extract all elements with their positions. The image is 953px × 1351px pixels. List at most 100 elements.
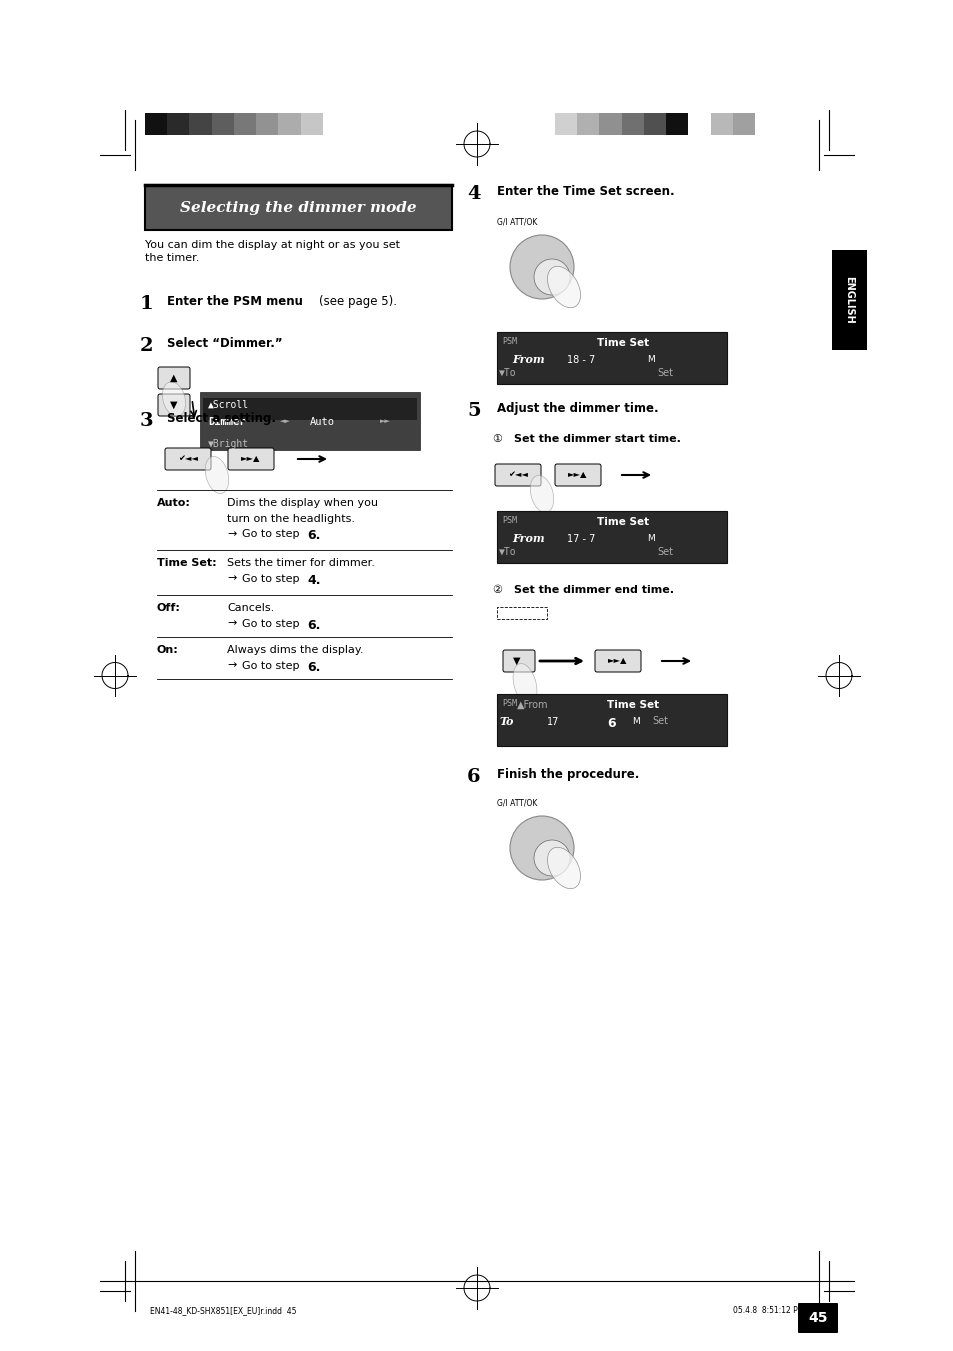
Text: 6: 6 [467, 767, 480, 786]
Bar [643, 113, 665, 135]
Bar [621, 113, 643, 135]
Text: 1: 1 [140, 295, 153, 313]
Text: Always dims the display.: Always dims the display. [227, 644, 363, 655]
Text: Set: Set [651, 716, 667, 725]
Text: ▼: ▼ [513, 657, 520, 666]
Text: PSM: PSM [501, 336, 517, 346]
Text: Go to step: Go to step [242, 574, 303, 584]
Bar [831, 250, 866, 350]
Text: Enter the PSM menu: Enter the PSM menu [167, 295, 307, 308]
Text: 4: 4 [467, 185, 480, 203]
Text: (see page 5).: (see page 5). [318, 295, 396, 308]
Bar [577, 113, 598, 135]
Text: To: To [498, 716, 513, 727]
Text: Set the dimmer end time.: Set the dimmer end time. [514, 585, 673, 594]
Text: On:: On: [157, 644, 178, 655]
Bar [300, 113, 322, 135]
Bar [190, 113, 212, 135]
Text: ►►▲: ►►▲ [608, 657, 627, 666]
Bar [665, 113, 688, 135]
Text: From: From [512, 534, 544, 544]
Bar [688, 113, 710, 135]
Bar [497, 332, 726, 384]
Text: 6.: 6. [307, 619, 320, 631]
Bar [598, 113, 621, 135]
Text: G/I ATT/OK: G/I ATT/OK [497, 798, 537, 807]
Circle shape [534, 259, 569, 295]
Bar [212, 113, 233, 135]
Text: ②: ② [492, 585, 501, 594]
Text: Enter the Time Set screen.: Enter the Time Set screen. [497, 185, 674, 199]
Text: ►►▲: ►►▲ [241, 454, 260, 463]
Text: ▲: ▲ [170, 373, 177, 382]
Text: You can dim the display at night or as you set
the timer.: You can dim the display at night or as y… [145, 240, 399, 263]
Text: Set: Set [657, 547, 672, 557]
Text: 6.: 6. [307, 530, 320, 542]
Text: Dimmer: Dimmer [208, 417, 245, 427]
FancyBboxPatch shape [502, 650, 535, 671]
Text: EN41-48_KD-SHX851[EX_EU]r.indd  45: EN41-48_KD-SHX851[EX_EU]r.indd 45 [150, 1306, 296, 1315]
Text: 17: 17 [546, 717, 558, 727]
Text: Selecting the dimmer mode: Selecting the dimmer mode [180, 200, 416, 215]
Text: Time Set: Time Set [597, 338, 648, 349]
Text: Go to step: Go to step [242, 619, 303, 628]
Text: M: M [646, 534, 654, 543]
Text: 05.4.8  8:51:12 PM: 05.4.8 8:51:12 PM [732, 1306, 803, 1315]
Text: 45: 45 [807, 1310, 827, 1325]
Text: ▲From: ▲From [517, 700, 548, 711]
Text: ▲Scroll: ▲Scroll [208, 400, 249, 409]
Circle shape [534, 840, 569, 875]
FancyBboxPatch shape [495, 463, 540, 486]
Text: PSM: PSM [501, 698, 517, 708]
Text: 3: 3 [140, 412, 153, 430]
Text: Cancels.: Cancels. [227, 603, 274, 613]
Text: M: M [646, 355, 654, 363]
Text: Select “Dimmer.”: Select “Dimmer.” [167, 336, 282, 350]
Text: ENGLISH: ENGLISH [843, 276, 854, 324]
Bar [497, 607, 546, 619]
Bar [322, 113, 345, 135]
Text: Go to step: Go to step [242, 661, 303, 670]
Text: From: From [512, 354, 544, 365]
Text: 5: 5 [467, 403, 480, 420]
Text: ►►▲: ►►▲ [568, 470, 587, 480]
Ellipse shape [530, 476, 553, 512]
Text: ▼To: ▼To [498, 367, 517, 378]
Bar [732, 113, 754, 135]
Text: ▼To: ▼To [498, 547, 517, 557]
Bar [233, 113, 255, 135]
Text: ◄►: ◄► [280, 417, 291, 424]
Ellipse shape [547, 266, 580, 308]
Bar [278, 113, 300, 135]
FancyBboxPatch shape [158, 394, 190, 416]
Ellipse shape [513, 663, 537, 704]
Text: Time Set: Time Set [597, 517, 648, 527]
Text: G/I ATT/OK: G/I ATT/OK [497, 218, 537, 226]
Bar [167, 113, 190, 135]
Text: →: → [227, 661, 236, 670]
Bar [497, 694, 726, 746]
Text: →: → [227, 619, 236, 628]
Circle shape [510, 816, 574, 880]
Bar [255, 113, 278, 135]
Text: Select a setting.: Select a setting. [167, 412, 275, 426]
Text: Set the dimmer start time.: Set the dimmer start time. [514, 434, 680, 444]
Bar [555, 113, 577, 135]
FancyBboxPatch shape [797, 1302, 837, 1333]
Circle shape [510, 235, 574, 299]
Text: Off:: Off: [157, 603, 181, 613]
Text: →: → [227, 530, 236, 539]
Text: Adjust the dimmer time.: Adjust the dimmer time. [497, 403, 658, 415]
Bar [145, 113, 167, 135]
Text: 4.: 4. [307, 574, 320, 586]
Text: 2: 2 [140, 336, 153, 355]
FancyBboxPatch shape [165, 449, 211, 470]
FancyBboxPatch shape [228, 449, 274, 470]
Bar [145, 185, 452, 230]
Text: ►►: ►► [379, 417, 391, 424]
Text: ✔◄◄: ✔◄◄ [178, 454, 198, 463]
Text: turn on the headlights.: turn on the headlights. [227, 513, 355, 523]
FancyBboxPatch shape [555, 463, 600, 486]
Text: Auto: Auto [310, 417, 335, 427]
Bar [203, 399, 416, 420]
